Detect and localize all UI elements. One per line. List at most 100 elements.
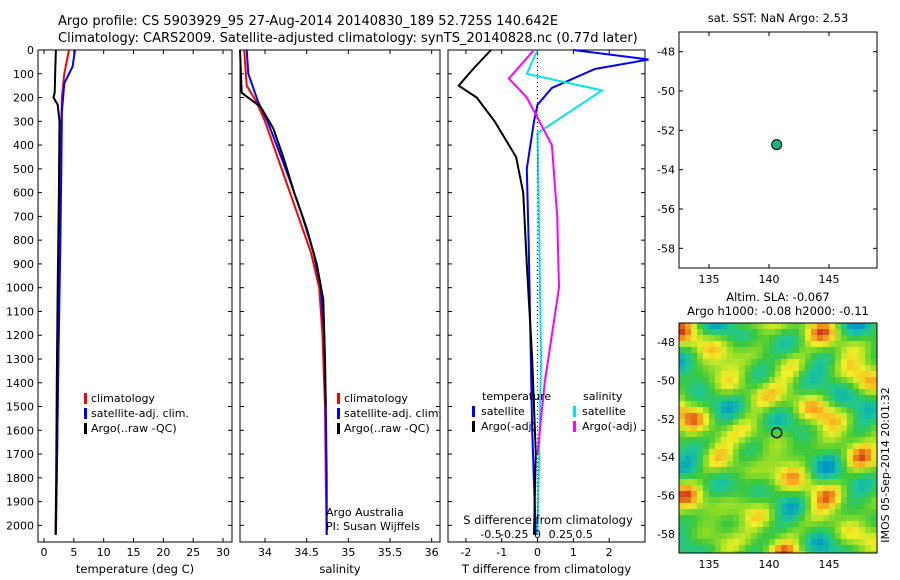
heatmap-cell: [859, 383, 866, 390]
heatmap-cell: [745, 503, 752, 510]
heatmap-cell: [751, 539, 758, 546]
heatmap-cell: [751, 401, 758, 408]
heatmap-cell: [757, 551, 764, 554]
heatmap-cell: [835, 323, 842, 330]
heatmap-cell: [685, 443, 692, 450]
heatmap-cell: [793, 551, 800, 554]
heatmap-cell: [775, 329, 782, 336]
heatmap-cell: [865, 353, 872, 360]
heatmap-cell: [679, 395, 686, 402]
heatmap-cell: [739, 449, 746, 456]
y-tick-label: 500: [13, 163, 34, 176]
y-tick-label: 1100: [6, 305, 34, 318]
heatmap-cell: [841, 539, 848, 546]
heatmap-cell: [853, 491, 860, 498]
heatmap-cell: [685, 467, 692, 474]
heatmap-cell: [727, 365, 734, 372]
heatmap-cell: [727, 377, 734, 384]
heatmap-cell: [781, 515, 788, 522]
heatmap-cell: [769, 545, 776, 552]
heatmap-cell: [871, 437, 878, 444]
heatmap-cell: [745, 521, 752, 528]
heatmap-cell: [841, 455, 848, 462]
y-tick-label: -48: [657, 336, 675, 349]
heatmap-cell: [811, 437, 818, 444]
heatmap-cell: [859, 395, 866, 402]
heatmap-cell: [853, 485, 860, 492]
heatmap-cell: [871, 401, 878, 408]
heatmap-cell: [781, 347, 788, 354]
heatmap-cell: [811, 389, 818, 396]
heatmap-cell: [823, 425, 830, 432]
heatmap-cell: [703, 395, 710, 402]
heatmap-cell: [679, 473, 686, 480]
heatmap-cell: [829, 437, 836, 444]
heatmap-cell: [703, 341, 710, 348]
heatmap-cell: [799, 491, 806, 498]
heatmap-cell: [811, 413, 818, 420]
heatmap-cell: [745, 467, 752, 474]
heatmap-cell: [757, 383, 764, 390]
heatmap-cell: [829, 527, 836, 534]
heatmap-cell: [829, 491, 836, 498]
heatmap-cell: [769, 353, 776, 360]
x-tick-label-top: -0.25: [500, 528, 528, 541]
heatmap-cell: [721, 455, 728, 462]
heatmap-cell: [679, 545, 686, 552]
heatmap-cell: [757, 395, 764, 402]
heatmap-cell: [847, 353, 854, 360]
heatmap-cell: [829, 335, 836, 342]
heatmap-cell: [679, 407, 686, 414]
heatmap-cell: [679, 509, 686, 516]
heatmap-cell: [721, 497, 728, 504]
legend-swatch: [337, 423, 340, 434]
heatmap-cell: [871, 323, 878, 330]
x-tick-label: 25: [186, 546, 200, 559]
heatmap-cell: [787, 335, 794, 342]
heatmap-cell: [805, 497, 812, 504]
heatmap-cell: [721, 383, 728, 390]
heatmap-cell: [715, 401, 722, 408]
heatmap-cell: [829, 461, 836, 468]
heatmap-cell: [745, 437, 752, 444]
heatmap-cell: [841, 383, 848, 390]
heatmap-cell: [781, 473, 788, 480]
heatmap-cell: [865, 473, 872, 480]
heatmap-cell: [829, 329, 836, 336]
heatmap-cell: [769, 521, 776, 528]
heatmap-cell: [739, 341, 746, 348]
heatmap-cell: [757, 371, 764, 378]
heatmap-cell: [817, 323, 824, 330]
heatmap-cell: [793, 479, 800, 486]
heatmap-cell: [793, 533, 800, 540]
heatmap-cell: [757, 533, 764, 540]
heatmap-cell: [709, 329, 716, 336]
heatmap-cell: [775, 419, 782, 426]
heatmap-cell: [859, 329, 866, 336]
heatmap-cell: [787, 365, 794, 372]
heatmap-cell: [751, 515, 758, 522]
heatmap-cell: [769, 407, 776, 414]
heatmap-cell: [853, 479, 860, 486]
heatmap-cell: [685, 425, 692, 432]
heatmap-cell: [817, 533, 824, 540]
heatmap-cell: [715, 545, 722, 552]
heatmap-cell: [751, 425, 758, 432]
heatmap-cell: [799, 329, 806, 336]
heatmap-cell: [745, 485, 752, 492]
heatmap-cell: [793, 437, 800, 444]
heatmap-cell: [799, 449, 806, 456]
heatmap-cell: [865, 431, 872, 438]
heatmap-cell: [805, 389, 812, 396]
heatmap-cell: [805, 467, 812, 474]
heatmap-cell: [739, 515, 746, 522]
heatmap-cell: [829, 401, 836, 408]
heatmap-cell: [829, 353, 836, 360]
heatmap-cell: [787, 479, 794, 486]
heatmap-cell: [799, 485, 806, 492]
heatmap-cell: [709, 365, 716, 372]
heatmap-cell: [853, 467, 860, 474]
heatmap-cell: [811, 509, 818, 516]
x-tick-label: 2: [606, 546, 613, 559]
annotation-text: PI: Susan Wijffels: [326, 520, 420, 533]
